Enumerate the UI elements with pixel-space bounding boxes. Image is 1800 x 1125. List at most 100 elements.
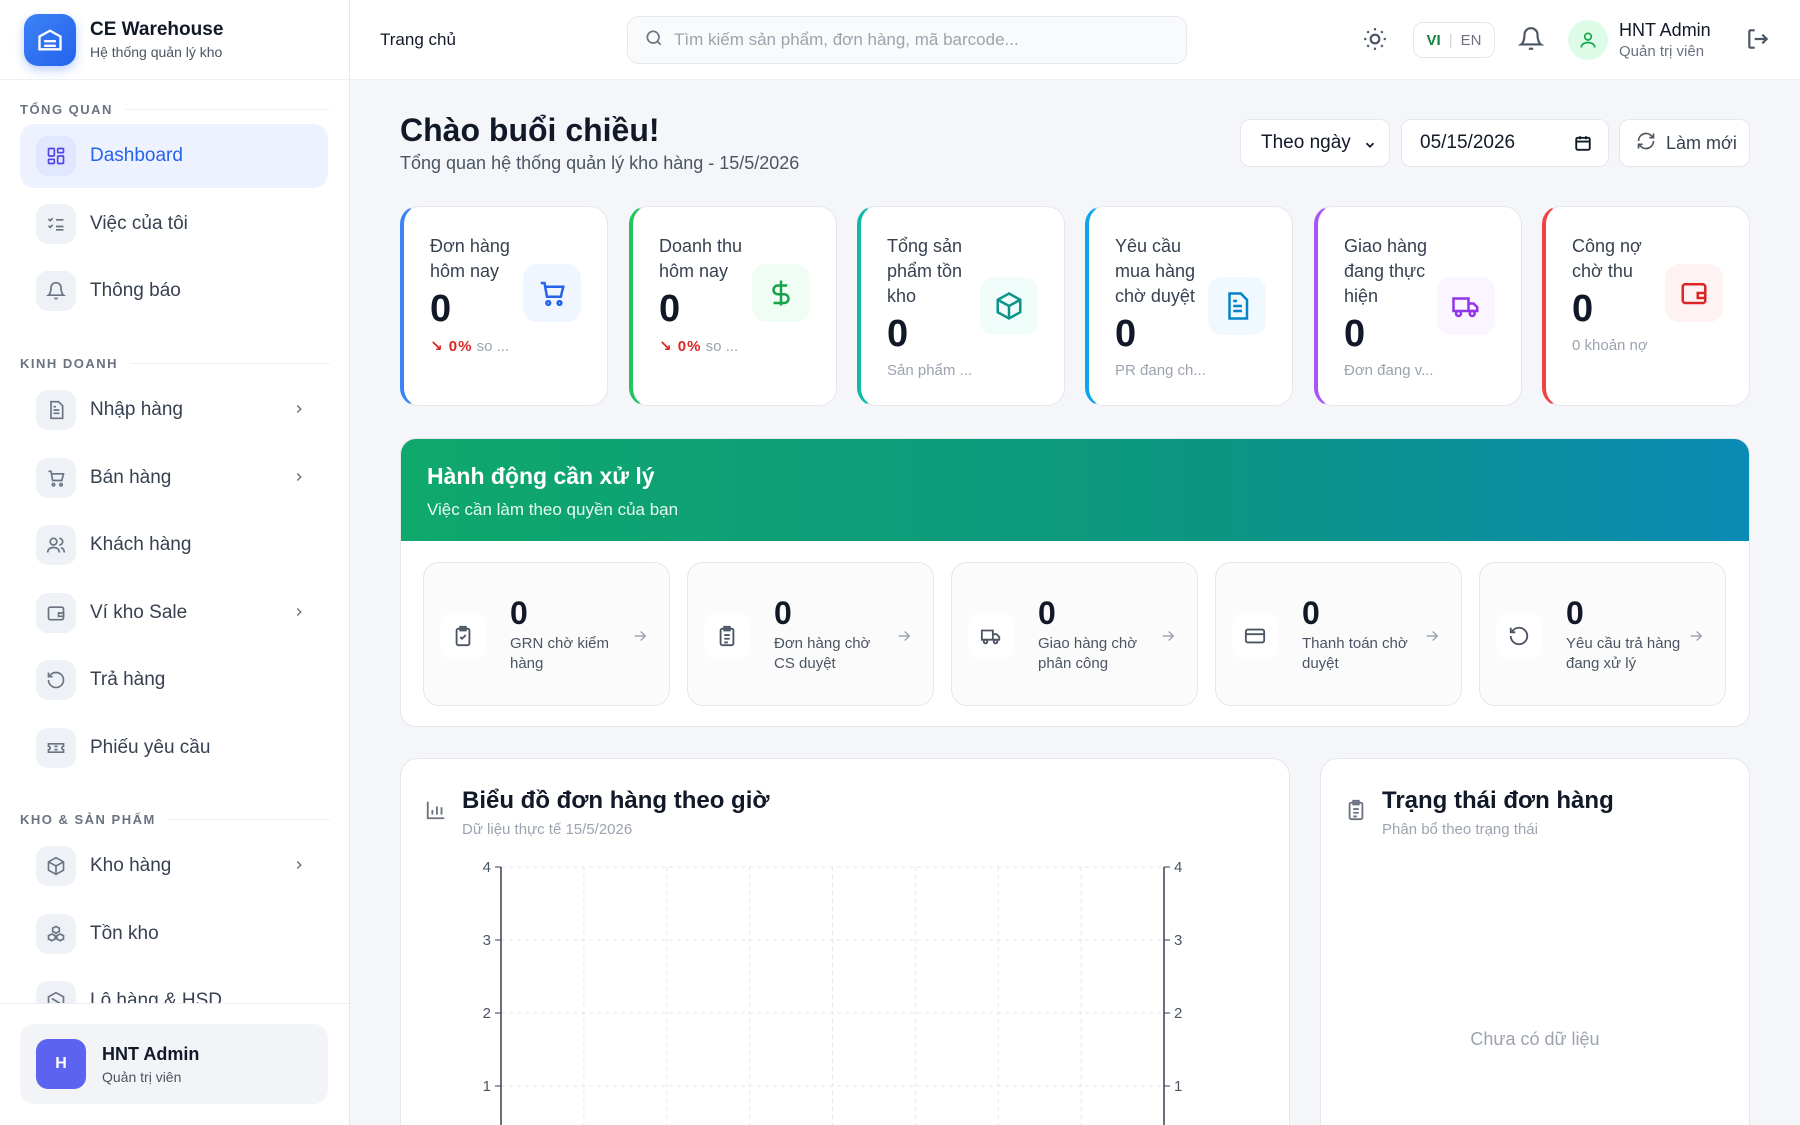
truck-icon [968, 613, 1014, 659]
user-avatar[interactable] [1568, 20, 1608, 60]
action-card-delivery-assign[interactable]: 0 Giao hàng chờ phân công [951, 562, 1198, 706]
date-value: 05/15/2026 [1420, 132, 1516, 153]
stat-value: 0 [430, 288, 452, 330]
sidebar-item-label: Nhập hàng [90, 399, 183, 420]
arrow-right-icon [1687, 627, 1705, 650]
sidebar-item-sales[interactable]: Bán hàng [20, 446, 328, 510]
sidebar-item-dashboard[interactable]: Dashboard [20, 124, 328, 188]
sidebar-item-notifications[interactable]: Thông báo [20, 259, 328, 323]
action-card-payment-approval[interactable]: 0 Thanh toán chờ duyệt [1215, 562, 1462, 706]
stat-sub: Đơn đang v... [1344, 362, 1434, 379]
sidebar-item-warehouse[interactable]: Kho hàng [20, 834, 328, 898]
pending-actions-subtitle: Việc cần làm theo quyền của bạn [427, 500, 679, 519]
arrow-right-icon [895, 627, 913, 650]
clipboard-list-icon [1345, 799, 1367, 826]
stat-card-pending-pr[interactable]: Yêu cầu mua hàng chờ duyệt 0 PR đang ch.… [1085, 206, 1293, 406]
action-label: Giao hàng chờ phân công [1038, 634, 1138, 672]
card-icon [1232, 613, 1278, 659]
logout-icon[interactable] [1745, 26, 1771, 57]
stat-sub: 0 khoản nợ [1572, 337, 1648, 354]
stat-card-deliveries[interactable]: Giao hàng đang thực hiện 0 Đơn đang v... [1314, 206, 1522, 406]
action-card-return-requests[interactable]: 0 Yêu cầu trả hàng đang xử lý [1479, 562, 1726, 706]
lang-separator: | [1448, 31, 1453, 49]
chart-title: Biểu đồ đơn hàng theo giờ [462, 787, 770, 814]
sidebar-user-name: HNT Admin [102, 1043, 200, 1064]
action-label: Thanh toán chờ duyệt [1302, 634, 1408, 672]
box-icon [980, 277, 1038, 335]
y2-tick-label: 1 [1174, 1078, 1182, 1095]
action-card-cs-approval[interactable]: 0 Đơn hàng chờ CS duyệt [687, 562, 934, 706]
page-subtitle: Tổng quan hệ thống quản lý kho hàng - 15… [400, 153, 800, 173]
truck-icon [1437, 277, 1495, 335]
sidebar-item-label: Trả hàng [90, 669, 166, 690]
notification-bell-icon[interactable] [1517, 26, 1545, 57]
sidebar-item-requests[interactable]: Phiếu yêu cầu [20, 716, 328, 780]
sidebar-item-my-tasks[interactable]: Việc của tôi [20, 192, 328, 256]
period-select[interactable]: Theo ngày [1240, 119, 1390, 167]
hourly-orders-chart: 4 3 2 1 4 3 2 1 [483, 859, 1182, 1125]
pending-actions-header: Hành động cần xử lý Việc cần làm theo qu… [401, 439, 1749, 541]
search-input[interactable] [674, 30, 1154, 50]
sidebar-item-sale-wallet[interactable]: Ví kho Sale [20, 581, 328, 645]
stat-trend: ↘ 0% so ... [430, 338, 510, 355]
action-label: Đơn hàng chờ CS duyệt [774, 634, 871, 672]
theme-toggle-sun-icon[interactable] [1362, 26, 1388, 57]
header-user-role: Quản trị viên [1619, 43, 1705, 60]
stat-title: Tổng sản phẩm tồn kho [887, 236, 963, 306]
sidebar-footer: H HNT Admin Quản trị viên [0, 1003, 349, 1125]
task-list-icon [36, 204, 76, 244]
sidebar-item-import[interactable]: Nhập hàng [20, 378, 328, 442]
sidebar-item-returns[interactable]: Trả hàng [20, 648, 328, 712]
brand-subtitle: Hệ thống quản lý kho [90, 44, 223, 60]
stat-card-receivables[interactable]: Công nợ chờ thu 0 0 khoản nợ [1542, 206, 1750, 406]
action-value: 0 [1038, 594, 1056, 631]
y-tick-label: 3 [483, 932, 491, 949]
box-icon [36, 846, 76, 886]
sidebar-user-card[interactable]: H HNT Admin Quản trị viên [20, 1024, 328, 1104]
chevron-right-icon [292, 402, 306, 421]
date-input[interactable]: 05/15/2026 [1401, 119, 1609, 167]
refresh-button[interactable]: Làm mới [1619, 119, 1750, 167]
stat-card-total-stock[interactable]: Tổng sản phẩm tồn kho 0 Sản phẩm ... [857, 206, 1065, 406]
dollar-icon [752, 264, 810, 322]
stat-title: Giao hàng đang thực hiện [1344, 236, 1428, 306]
sidebar-item-label: Phiếu yêu cầu [90, 737, 211, 758]
lang-en-option[interactable]: EN [1460, 31, 1482, 49]
cart-icon [36, 458, 76, 498]
search-icon [644, 28, 664, 53]
return-icon [1496, 613, 1542, 659]
wallet-icon [36, 593, 76, 633]
pending-actions-panel: Hành động cần xử lý Việc cần làm theo qu… [400, 438, 1750, 727]
sidebar-item-label: Dashboard [90, 145, 183, 166]
bar-chart-icon [425, 799, 447, 826]
status-panel-title: Trạng thái đơn hàng [1382, 787, 1614, 814]
page-title: Chào buổi chiều! [400, 112, 660, 148]
stat-title: Yêu cầu mua hàng chờ duyệt [1115, 236, 1196, 306]
sidebar-item-customers[interactable]: Khách hàng [20, 513, 328, 577]
search-bar [627, 16, 1187, 64]
stat-card-revenue-today[interactable]: Doanh thu hôm nay 0 ↘ 0% so ... [629, 206, 837, 406]
lang-vi-option[interactable]: VI [1426, 31, 1441, 49]
arrow-right-icon [1159, 627, 1177, 650]
stat-sub: Sản phẩm ... [887, 362, 973, 379]
ticket-icon [36, 728, 76, 768]
warehouse-logo-icon [24, 13, 76, 66]
sidebar-item-inventory[interactable]: Tồn kho [20, 902, 328, 966]
calendar-icon[interactable] [1574, 134, 1592, 158]
avatar: H [36, 1039, 86, 1089]
sidebar-user-role: Quản trị viên [102, 1068, 182, 1085]
action-value: 0 [510, 594, 528, 631]
action-card-grn[interactable]: 0 GRN chờ kiểm hàng [423, 562, 670, 706]
chevron-right-icon [292, 605, 306, 624]
brand-title: CE Warehouse [90, 19, 224, 40]
chart-subtitle: Dữ liệu thực tế 15/5/2026 [462, 821, 633, 838]
section-overview: TỔNG QUAN [0, 99, 350, 119]
brand[interactable]: CE Warehouse Hệ thống quản lý kho [0, 0, 349, 80]
bell-icon [36, 271, 76, 311]
sidebar-item-label: Ví kho Sale [90, 602, 188, 623]
breadcrumb[interactable]: Trang chủ [380, 30, 456, 49]
stat-card-orders-today[interactable]: Đơn hàng hôm nay 0 ↘ 0% so ... [400, 206, 608, 406]
action-value: 0 [1302, 594, 1320, 631]
users-icon [36, 525, 76, 565]
language-switcher[interactable]: VI | EN [1413, 22, 1495, 58]
